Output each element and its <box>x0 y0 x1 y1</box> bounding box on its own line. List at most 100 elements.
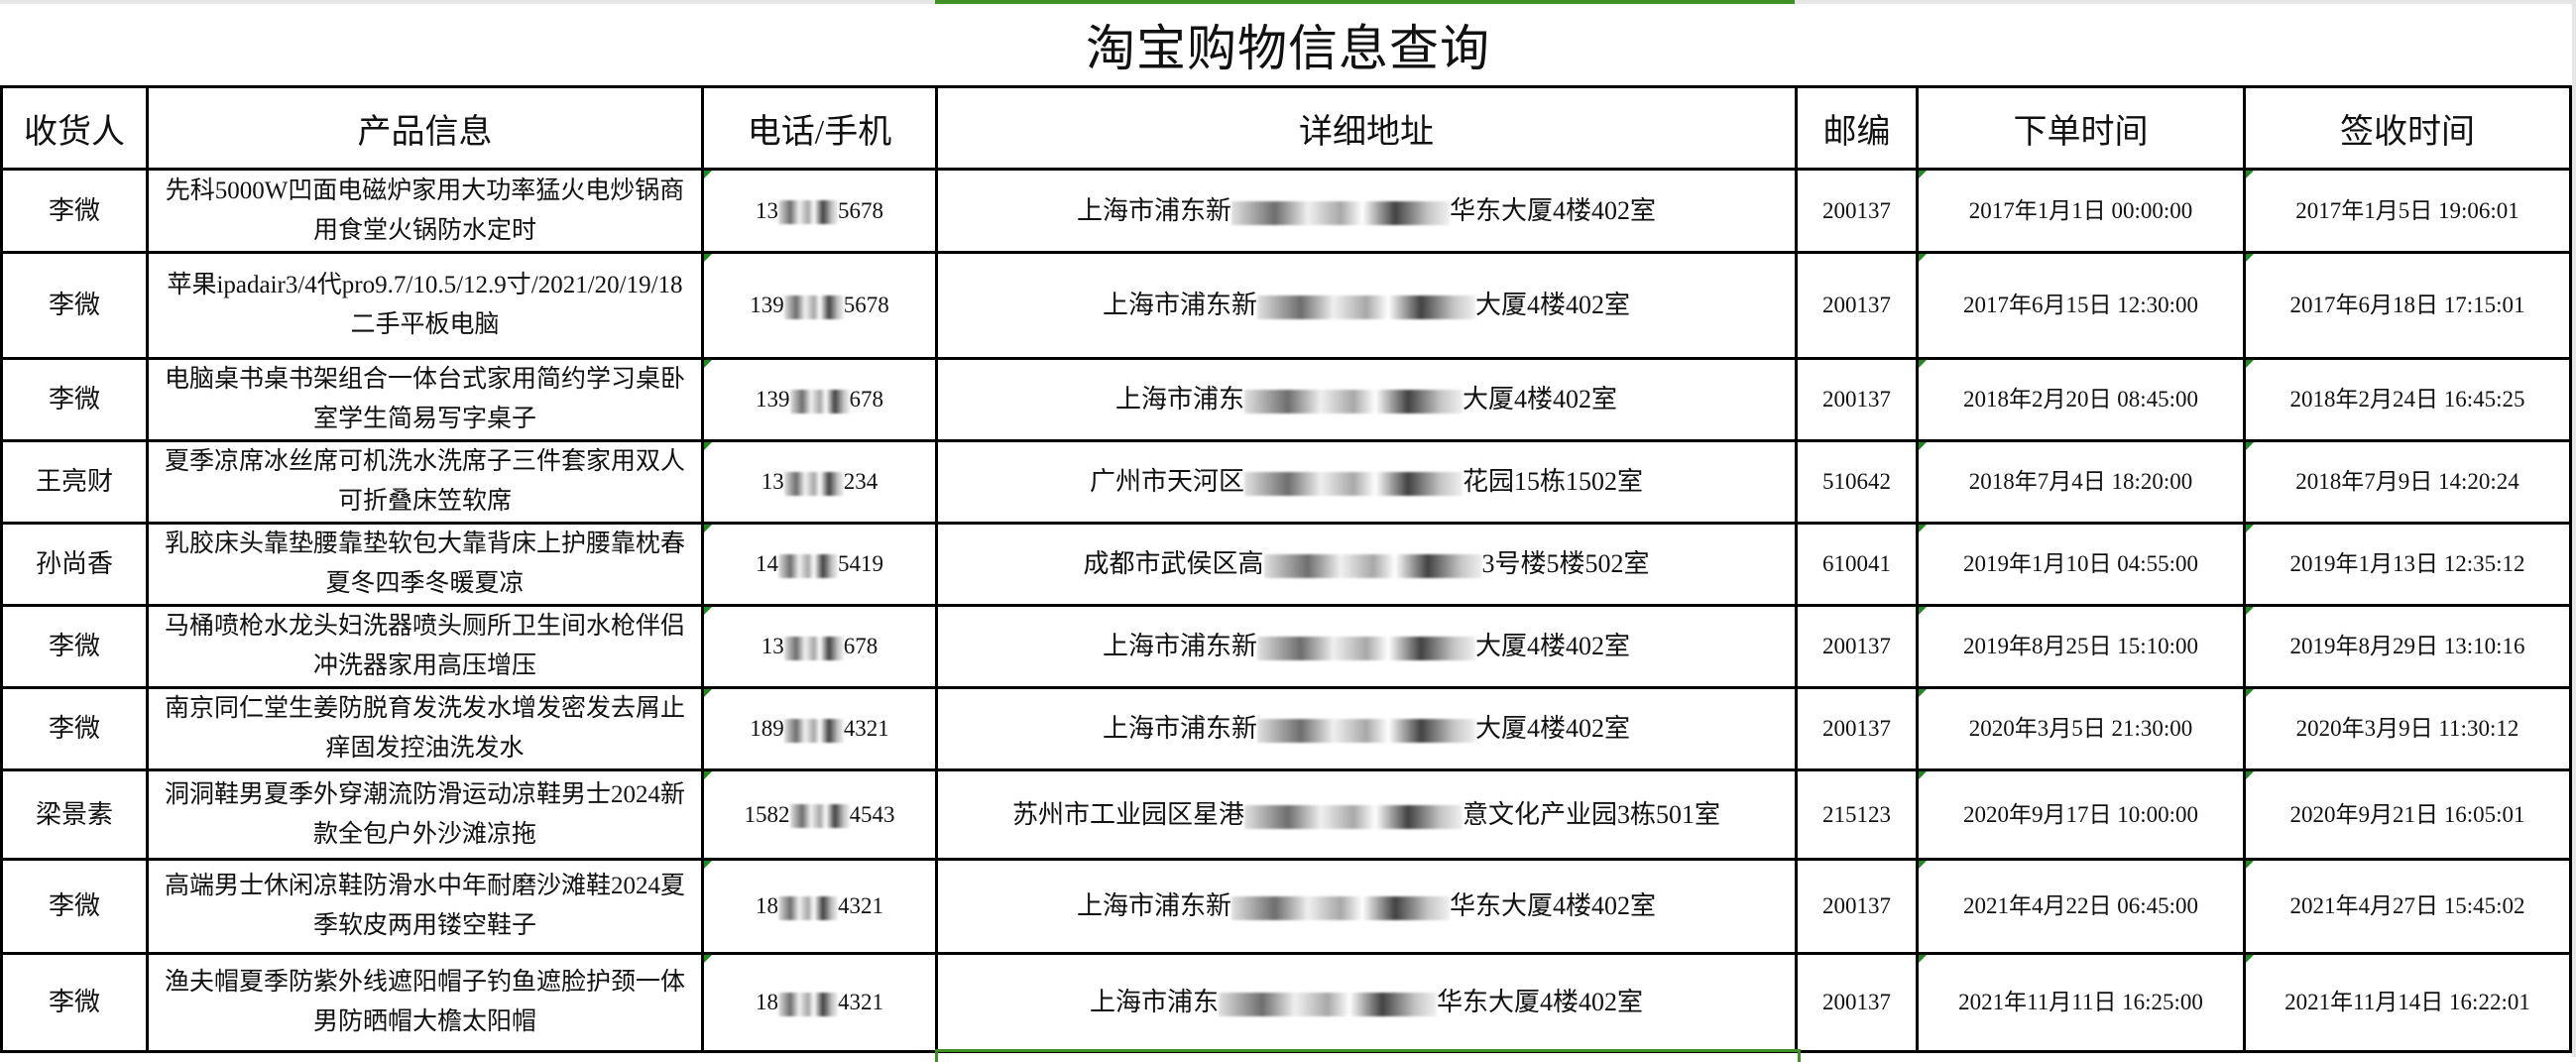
order-time: 2020年9月17日 10:00:00 <box>1962 801 2199 827</box>
recipient-name: 李微 <box>48 291 100 319</box>
header-order-time[interactable]: 下单时间 <box>1916 85 2246 171</box>
cell-address[interactable]: 上海市浦东新 华东大厦4楼402室 <box>935 858 1798 955</box>
cell-product[interactable]: 南京同仁堂生姜防脱育发洗发水增发密发去屑止痒固发控油洗发水 <box>146 686 704 771</box>
order-time: 2021年11月11日 16:25:00 <box>1958 990 2203 1014</box>
cell-order-time[interactable]: 2021年11月11日 16:25:00 <box>1916 952 2246 1053</box>
recipient-name: 王亮财 <box>35 467 113 496</box>
cell-phone[interactable]: 139 5678 <box>701 251 938 360</box>
redacted-blur <box>1257 637 1475 661</box>
redacted-blur <box>789 389 850 413</box>
header-zip[interactable]: 邮编 <box>1795 85 1919 171</box>
error-indicator-icon <box>2246 360 2254 368</box>
cell-product[interactable]: 先科5000W凹面电磁炉家用大功率猛火电炒锅商用食堂火锅防水定时 <box>146 168 704 254</box>
cell-product[interactable]: 高端男士休闲凉鞋防滑水中年耐磨沙滩鞋2024夏季软皮两用镂空鞋子 <box>146 858 704 955</box>
cell-zip[interactable]: 200137 <box>1795 357 1919 442</box>
cell-sign-time[interactable]: 2021年11月14日 16:22:01 <box>2243 952 2572 1053</box>
cell-sign-time[interactable]: 2020年9月21日 16:05:01 <box>2243 768 2572 861</box>
cell-order-time[interactable]: 2020年3月5日 21:30:00 <box>1916 686 2246 771</box>
header-address[interactable]: 详细地址 <box>935 85 1798 171</box>
cell-order-time[interactable]: 2017年1月1日 00:00:00 <box>1916 168 2246 254</box>
cell-phone[interactable]: 1582 4543 <box>701 768 938 861</box>
cell-recipient[interactable]: 李微 <box>0 168 149 254</box>
header-recipient[interactable]: 收货人 <box>0 85 149 171</box>
cell-zip[interactable]: 200137 <box>1795 168 1919 254</box>
cell-recipient[interactable]: 李微 <box>0 858 149 955</box>
cell-zip[interactable]: 200137 <box>1795 952 1919 1053</box>
cell-address[interactable]: 上海市浦东新 大厦4楼402室 <box>935 251 1798 360</box>
error-indicator-icon <box>2246 607 2254 615</box>
cell-zip[interactable]: 200137 <box>1795 858 1919 955</box>
phone-suffix: 5678 <box>843 293 889 317</box>
cell-order-time[interactable]: 2018年7月4日 18:20:00 <box>1916 439 2246 525</box>
cell-order-time[interactable]: 2019年1月10日 04:55:00 <box>1916 522 2246 607</box>
cell-product[interactable]: 乳胶床头靠垫腰靠垫软包大靠背床上护腰靠枕春夏冬四季冬暖夏凉 <box>146 522 704 607</box>
cell-phone[interactable]: 14 5419 <box>701 522 938 607</box>
header-phone[interactable]: 电话/手机 <box>701 85 938 171</box>
error-indicator-icon <box>1919 442 1927 450</box>
cell-sign-time[interactable]: 2020年3月9日 11:30:12 <box>2243 686 2572 771</box>
order-time: 2017年6月15日 12:30:00 <box>1962 293 2199 317</box>
cell-recipient[interactable]: 王亮财 <box>0 439 149 525</box>
cell-product[interactable]: 苹果ipadair3/4代pro9.7/10.5/12.9寸/2021/20/1… <box>146 251 704 360</box>
address-suffix: 3号楼5楼502室 <box>1481 549 1650 578</box>
cell-phone[interactable]: 189 4321 <box>701 686 938 771</box>
cell-recipient[interactable]: 李微 <box>0 357 149 442</box>
header-sign-time[interactable]: 签收时间 <box>2243 85 2572 171</box>
cell-sign-time[interactable]: 2019年8月29日 13:10:16 <box>2243 604 2572 689</box>
recipient-name: 李微 <box>48 988 100 1016</box>
cell-sign-time[interactable]: 2018年7月9日 14:20:24 <box>2243 439 2572 525</box>
cell-phone[interactable]: 18 4321 <box>701 858 938 955</box>
cell-zip[interactable]: 200137 <box>1795 604 1919 689</box>
sign-time: 2017年1月5日 19:06:01 <box>2295 197 2519 223</box>
cell-sign-time[interactable]: 2021年4月27日 15:45:02 <box>2243 858 2572 955</box>
cell-recipient[interactable]: 李微 <box>0 604 149 689</box>
cell-order-time[interactable]: 2020年9月17日 10:00:00 <box>1916 768 2246 861</box>
error-indicator-icon <box>704 689 712 697</box>
redacted-blur <box>783 718 844 743</box>
cell-address[interactable]: 上海市浦东新 华东大厦4楼402室 <box>935 168 1798 254</box>
cell-phone[interactable]: 13 234 <box>701 439 938 525</box>
header-product[interactable]: 产品信息 <box>146 85 704 171</box>
cell-address[interactable]: 上海市浦东 华东大厦4楼402室 <box>935 952 1798 1053</box>
zip-code: 510642 <box>1822 469 1891 494</box>
cell-address[interactable]: 上海市浦东新 大厦4楼402室 <box>935 686 1798 771</box>
cell-phone[interactable]: 13 5678 <box>701 168 938 254</box>
cell-sign-time[interactable]: 2017年1月5日 19:06:01 <box>2243 168 2572 254</box>
redacted-blur <box>1244 472 1463 497</box>
cell-zip[interactable]: 215123 <box>1795 768 1919 861</box>
cell-zip[interactable]: 200137 <box>1795 251 1919 360</box>
cell-product[interactable]: 洞洞鞋男夏季外穿潮流防滑运动凉鞋男士2024新款全包户外沙滩凉拖 <box>146 768 704 861</box>
address-suffix: 大厦4楼402室 <box>1475 714 1631 743</box>
cell-product[interactable]: 夏季凉席冰丝席可机洗水洗席子三件套家用双人可折叠床笠软席 <box>146 439 704 525</box>
cell-sign-time[interactable]: 2017年6月18日 17:15:01 <box>2243 251 2572 360</box>
product-info: 苹果ipadair3/4代pro9.7/10.5/12.9寸/2021/20/1… <box>167 272 683 338</box>
cell-order-time[interactable]: 2019年8月25日 15:10:00 <box>1916 604 2246 689</box>
cell-order-time[interactable]: 2017年6月15日 12:30:00 <box>1916 251 2246 360</box>
cell-product[interactable]: 渔夫帽夏季防紫外线遮阳帽子钓鱼遮脸护颈一体男防晒帽大檐太阳帽 <box>146 952 704 1053</box>
cell-address[interactable]: 成都市武侯区高 3号楼5楼502室 <box>935 522 1798 607</box>
orders-table: 收货人 产品信息 电话/手机 详细地址 邮编 下单时间 签收时间 李微 先科5000W凹面电磁… <box>0 85 2572 1053</box>
cell-product[interactable]: 电脑桌书桌书架组合一体台式家用简约学习桌卧室学生简易写字桌子 <box>146 357 704 442</box>
cell-address[interactable]: 上海市浦东 大厦4楼402室 <box>935 357 1798 442</box>
cell-recipient[interactable]: 李微 <box>0 686 149 771</box>
cell-phone[interactable]: 139 678 <box>701 357 938 442</box>
cell-address[interactable]: 上海市浦东新 大厦4楼402室 <box>935 604 1798 689</box>
cell-recipient[interactable]: 李微 <box>0 952 149 1053</box>
cell-order-time[interactable]: 2018年2月20日 08:45:00 <box>1916 357 2246 442</box>
cell-zip[interactable]: 200137 <box>1795 686 1919 771</box>
cell-zip[interactable]: 510642 <box>1795 439 1919 525</box>
product-info: 先科5000W凹面电磁炉家用大功率猛火电炒锅商用食堂火锅防水定时 <box>165 177 685 244</box>
cell-phone[interactable]: 18 4321 <box>701 952 938 1053</box>
cell-recipient[interactable]: 梁景素 <box>0 768 149 861</box>
error-indicator-icon <box>2246 171 2254 178</box>
cell-sign-time[interactable]: 2019年1月13日 12:35:12 <box>2243 522 2572 607</box>
cell-product[interactable]: 马桶喷枪水龙头妇洗器喷头厕所卫生间水枪伴侣冲洗器家用高压增压 <box>146 604 704 689</box>
cell-phone[interactable]: 13 678 <box>701 604 938 689</box>
cell-order-time[interactable]: 2021年4月22日 06:45:00 <box>1916 858 2246 955</box>
cell-address[interactable]: 广州市天河区 花园15栋1502室 <box>935 439 1798 525</box>
cell-zip[interactable]: 610041 <box>1795 522 1919 607</box>
cell-sign-time[interactable]: 2018年2月24日 16:45:25 <box>2243 357 2572 442</box>
cell-recipient[interactable]: 孙尚香 <box>0 522 149 607</box>
cell-recipient[interactable]: 李微 <box>0 251 149 360</box>
cell-address[interactable]: 苏州市工业园区星港 意文化产业园3栋501室 <box>935 768 1798 861</box>
